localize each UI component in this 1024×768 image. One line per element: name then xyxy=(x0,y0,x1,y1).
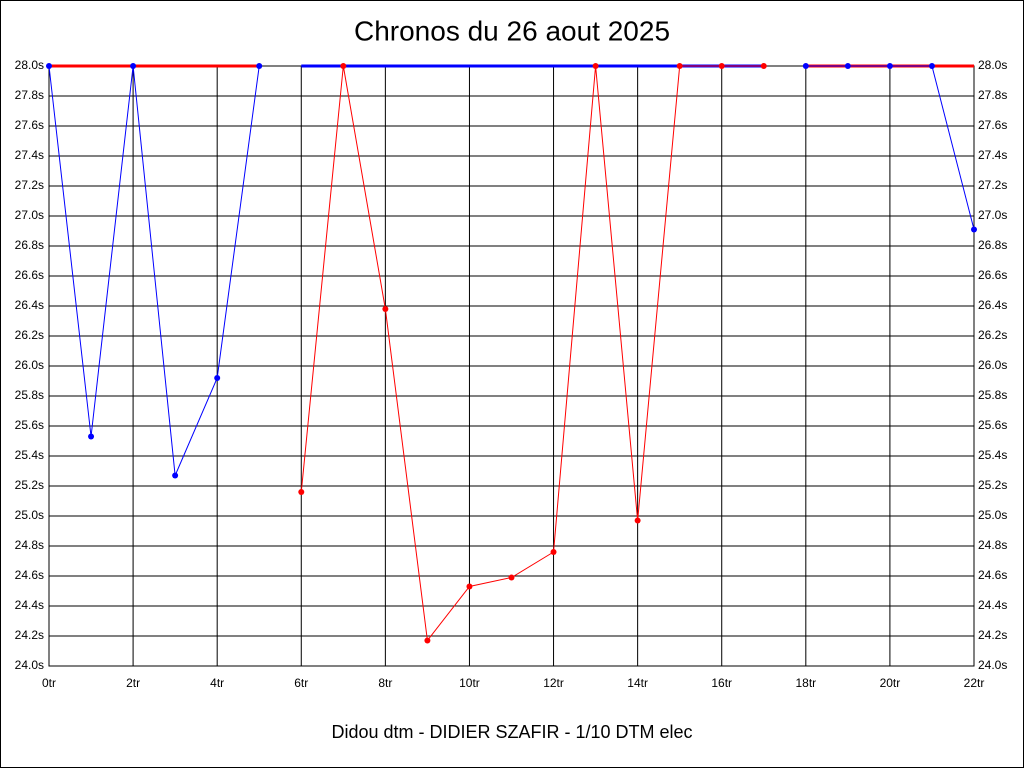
y2-tick-label: 27.2s xyxy=(978,178,1007,192)
y-tick-label: 27.2s xyxy=(15,178,44,192)
y-tick-label: 24.2s xyxy=(15,628,44,642)
y-tick-label: 27.6s xyxy=(15,118,44,132)
y-tick-label: 26.8s xyxy=(15,238,44,252)
y2-tick-label: 26.4s xyxy=(978,298,1007,312)
y-tick-label: 24.8s xyxy=(15,538,44,552)
data-point xyxy=(844,63,851,69)
y-tick-label: 25.2s xyxy=(15,478,44,492)
y2-tick-label: 24.0s xyxy=(978,658,1007,672)
x-tick-label: 10tr xyxy=(459,676,480,690)
y-tick-label: 25.8s xyxy=(15,388,44,402)
data-point xyxy=(298,489,305,495)
y2-tick-label: 25.6s xyxy=(978,418,1007,432)
data-point xyxy=(508,574,515,581)
data-point xyxy=(928,63,935,69)
y2-tick-label: 28.0s xyxy=(978,58,1007,72)
data-point xyxy=(718,63,725,69)
data-point xyxy=(340,63,347,69)
y2-tick-label: 26.6s xyxy=(978,268,1007,282)
chart-footer: Didou dtm - DIDIER SZAFIR - 1/10 DTM ele… xyxy=(331,722,692,742)
data-point xyxy=(256,63,263,69)
y2-tick-label: 27.4s xyxy=(978,148,1007,162)
data-point xyxy=(466,583,473,590)
y2-tick-label: 25.4s xyxy=(978,448,1007,462)
y-tick-label: 25.6s xyxy=(15,418,44,432)
data-point xyxy=(214,375,221,381)
data-point xyxy=(550,549,557,555)
y2-tick-label: 24.4s xyxy=(978,598,1007,612)
y2-tick-label: 26.8s xyxy=(978,238,1007,252)
data-point xyxy=(760,63,767,69)
y2-tick-label: 25.0s xyxy=(978,508,1007,522)
x-tick-label: 22tr xyxy=(964,676,985,690)
y2-tick-label: 24.8s xyxy=(978,538,1007,552)
y-tick-label: 24.4s xyxy=(15,598,44,612)
data-point xyxy=(88,433,95,440)
y2-tick-label: 25.8s xyxy=(978,388,1007,402)
data-point xyxy=(676,63,683,69)
chart-title: Chronos du 26 aout 2025 xyxy=(354,15,670,46)
y-tick-label: 24.0s xyxy=(15,658,44,672)
y2-tick-label: 26.0s xyxy=(978,358,1007,372)
data-point xyxy=(634,517,641,524)
x-tick-label: 2tr xyxy=(126,676,140,690)
x-tick-label: 8tr xyxy=(378,676,392,690)
y-tick-label: 27.8s xyxy=(15,88,44,102)
y-tick-label: 26.6s xyxy=(15,268,44,282)
y-tick-label: 28.0s xyxy=(15,58,44,72)
y2-tick-label: 27.0s xyxy=(978,208,1007,222)
y2-tick-label: 27.8s xyxy=(978,88,1007,102)
series-line xyxy=(300,65,764,642)
x-tick-label: 12tr xyxy=(543,676,564,690)
x-tick-label: 4tr xyxy=(210,676,224,690)
x-tick-label: 16tr xyxy=(711,676,732,690)
data-point xyxy=(592,63,599,69)
x-tick-label: 0tr xyxy=(42,676,56,690)
data-point xyxy=(802,63,809,69)
x-tick-label: 20tr xyxy=(880,676,901,690)
y-tick-label: 24.6s xyxy=(15,568,44,582)
data-point xyxy=(971,226,977,233)
y-tick-label: 26.0s xyxy=(15,358,44,372)
y-tick-label: 25.0s xyxy=(15,508,44,522)
y-tick-label: 25.4s xyxy=(15,448,44,462)
y-tick-label: 26.2s xyxy=(15,328,44,342)
data-point xyxy=(886,63,893,69)
y2-tick-label: 25.2s xyxy=(978,478,1007,492)
y2-tick-label: 26.2s xyxy=(978,328,1007,342)
y-tick-label: 27.4s xyxy=(15,148,44,162)
y2-tick-label: 27.6s xyxy=(978,118,1007,132)
x-tick-label: 14tr xyxy=(627,676,648,690)
x-tick-label: 6tr xyxy=(294,676,308,690)
data-point xyxy=(424,637,431,644)
y2-tick-label: 24.6s xyxy=(978,568,1007,582)
data-point xyxy=(46,63,52,69)
y2-tick-label: 24.2s xyxy=(978,628,1007,642)
data-point xyxy=(172,472,179,479)
data-point xyxy=(130,63,137,69)
y-tick-label: 27.0s xyxy=(15,208,44,222)
data-point xyxy=(382,306,389,312)
y-tick-label: 26.4s xyxy=(15,298,44,312)
x-tick-label: 18tr xyxy=(795,676,816,690)
